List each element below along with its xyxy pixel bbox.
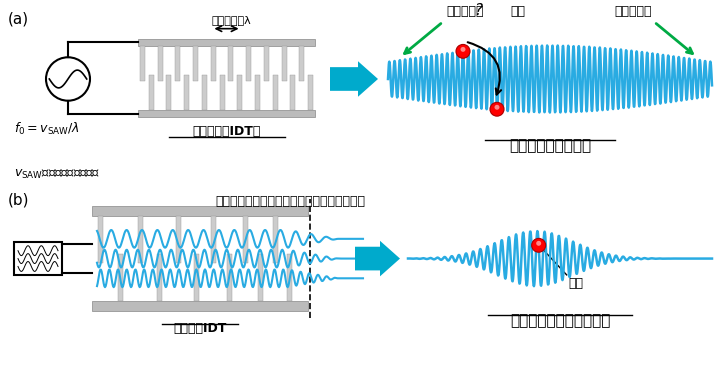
- Text: ?: ?: [474, 3, 482, 18]
- FancyBboxPatch shape: [228, 254, 233, 301]
- Text: 電子: 電子: [569, 277, 584, 290]
- Text: 電子: 電子: [510, 5, 525, 18]
- FancyBboxPatch shape: [264, 46, 269, 81]
- FancyBboxPatch shape: [228, 46, 233, 81]
- Text: 立ち下がり: 立ち下がり: [446, 5, 484, 18]
- Circle shape: [495, 105, 500, 110]
- FancyBboxPatch shape: [300, 46, 305, 81]
- FancyBboxPatch shape: [243, 216, 248, 263]
- Text: $f_0 = v_\mathrm{SAW}/\lambda$: $f_0 = v_\mathrm{SAW}/\lambda$: [14, 120, 80, 136]
- FancyBboxPatch shape: [158, 254, 162, 301]
- FancyBboxPatch shape: [202, 75, 207, 109]
- Circle shape: [490, 102, 504, 116]
- FancyBboxPatch shape: [92, 206, 308, 216]
- FancyBboxPatch shape: [166, 75, 171, 109]
- Text: (a): (a): [8, 12, 29, 27]
- FancyBboxPatch shape: [176, 216, 181, 263]
- FancyBboxPatch shape: [138, 216, 143, 263]
- Text: 表面弾性波バースト: 表面弾性波バースト: [509, 138, 591, 153]
- FancyBboxPatch shape: [97, 216, 102, 263]
- Text: 櫛の周期：λ: 櫛の周期：λ: [212, 15, 251, 25]
- FancyBboxPatch shape: [193, 46, 198, 81]
- Text: 立ち上がり: 立ち上がり: [614, 5, 652, 18]
- Circle shape: [531, 238, 546, 252]
- FancyBboxPatch shape: [282, 46, 287, 81]
- FancyBboxPatch shape: [308, 75, 313, 109]
- FancyBboxPatch shape: [246, 46, 251, 81]
- FancyBboxPatch shape: [184, 75, 189, 109]
- FancyBboxPatch shape: [287, 254, 292, 301]
- FancyBboxPatch shape: [290, 75, 295, 109]
- FancyBboxPatch shape: [211, 216, 216, 263]
- Text: $v_\mathrm{SAW}$：表面弾性波の速さ: $v_\mathrm{SAW}$：表面弾性波の速さ: [14, 168, 100, 181]
- Circle shape: [536, 241, 541, 246]
- FancyBboxPatch shape: [138, 39, 315, 46]
- FancyBboxPatch shape: [118, 254, 123, 301]
- Text: 広い帯域の表面弾性波を同位相で重ね合わせ: 広い帯域の表面弾性波を同位相で重ね合わせ: [215, 195, 365, 208]
- Polygon shape: [355, 241, 400, 276]
- FancyBboxPatch shape: [149, 75, 154, 109]
- FancyBboxPatch shape: [14, 242, 62, 275]
- Text: 櫛型電極（IDT）: 櫛型電極（IDT）: [192, 125, 261, 138]
- Circle shape: [461, 47, 466, 52]
- FancyBboxPatch shape: [211, 46, 216, 81]
- Polygon shape: [330, 61, 378, 97]
- FancyBboxPatch shape: [255, 75, 260, 109]
- FancyBboxPatch shape: [273, 75, 278, 109]
- FancyBboxPatch shape: [194, 254, 199, 301]
- FancyBboxPatch shape: [138, 110, 315, 117]
- Text: 表面弾性波の孤立パルス: 表面弾性波の孤立パルス: [510, 313, 610, 328]
- Circle shape: [456, 44, 470, 58]
- Text: チャープIDT: チャープIDT: [174, 322, 227, 335]
- FancyBboxPatch shape: [258, 254, 264, 301]
- FancyBboxPatch shape: [238, 75, 242, 109]
- FancyBboxPatch shape: [158, 46, 163, 81]
- FancyBboxPatch shape: [140, 46, 145, 81]
- FancyBboxPatch shape: [176, 46, 180, 81]
- FancyBboxPatch shape: [92, 301, 308, 311]
- FancyBboxPatch shape: [220, 75, 225, 109]
- Text: (b): (b): [8, 192, 30, 207]
- FancyBboxPatch shape: [273, 216, 278, 263]
